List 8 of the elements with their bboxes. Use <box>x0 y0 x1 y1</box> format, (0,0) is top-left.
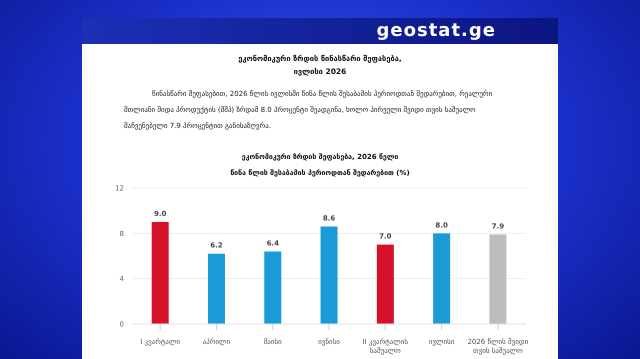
bar <box>489 234 506 324</box>
bar <box>376 244 394 324</box>
bar <box>433 233 450 324</box>
bar <box>264 251 282 324</box>
bar <box>152 222 169 324</box>
text: geostat.ge <box>376 20 496 41</box>
bar <box>208 254 225 324</box>
bar <box>320 226 338 324</box>
